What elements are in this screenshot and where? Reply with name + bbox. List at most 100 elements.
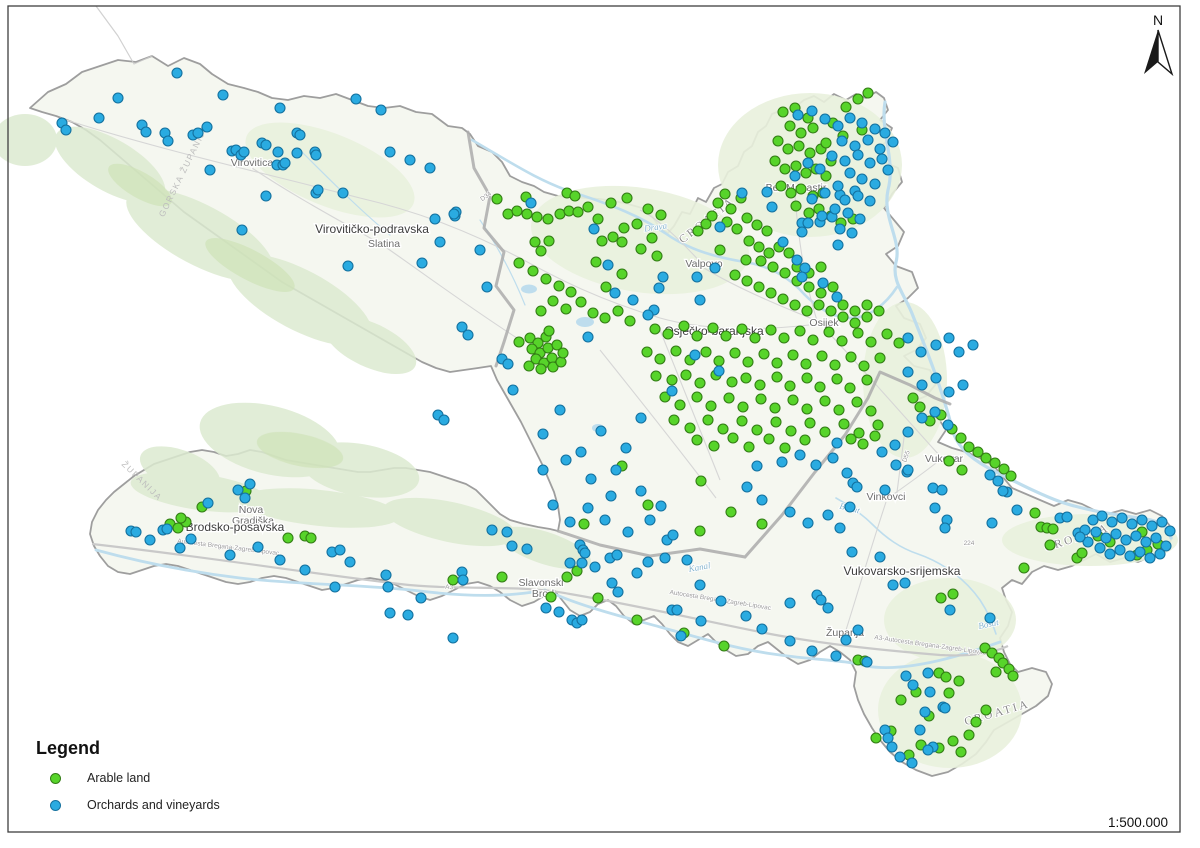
arable-land-point: [691, 391, 703, 403]
arable-land-point: [998, 463, 1010, 475]
orchards-vineyards-point: [642, 309, 654, 321]
orchards-vineyards-point: [1094, 542, 1106, 554]
arable-land-point: [543, 325, 555, 337]
orchards-vineyards-point: [827, 452, 839, 464]
arable-land-point: [521, 208, 533, 220]
arable-land-point: [1044, 539, 1056, 551]
orchards-vineyards-point: [1160, 540, 1172, 552]
county-borders-layer: [95, 5, 952, 559]
arable-land-point: [706, 210, 718, 222]
orchards-vineyards-point: [986, 517, 998, 529]
orchards-vineyards-point: [447, 632, 459, 644]
arable-land-point: [784, 120, 796, 132]
orchards-vineyards-point: [715, 595, 727, 607]
orchards-vineyards-point: [174, 542, 186, 554]
orchards-vineyards-point: [784, 597, 796, 609]
arable-land-point: [670, 345, 682, 357]
arable-land-point: [861, 311, 873, 323]
region-base-layer: [0, 55, 1178, 777]
arable-land-point: [496, 571, 508, 583]
orchards-vineyards-point: [609, 287, 621, 299]
orchards-vineyards-point: [384, 146, 396, 158]
orchards-vineyards-point: [274, 102, 286, 114]
orchards-vineyards-point: [879, 484, 891, 496]
arable-land-point: [587, 307, 599, 319]
orchards-vineyards-point: [204, 164, 216, 176]
arable-land-point: [535, 363, 547, 375]
arable-land-point: [736, 323, 748, 335]
orchards-vineyards-point: [817, 277, 829, 289]
orchards-vineyards-point: [1096, 510, 1108, 522]
arable-land-point: [545, 591, 557, 603]
orchards-vineyards-point: [1130, 530, 1142, 542]
orchards-vineyards-point: [852, 190, 864, 202]
arable-land-point: [785, 425, 797, 437]
orchards-vineyards-point: [894, 751, 906, 763]
map-label: Kanal: [687, 560, 712, 574]
arable-land-point: [561, 571, 573, 583]
arable-land-point: [873, 305, 885, 317]
arable-land-point: [282, 532, 294, 544]
legend-item: Orchards and vineyards: [36, 798, 220, 812]
orchards-vineyards-point: [944, 604, 956, 616]
orchards-vineyards-point: [852, 149, 864, 161]
arable-land-point: [779, 163, 791, 175]
orchards-vineyards-point: [564, 516, 576, 528]
arable-land-point: [751, 424, 763, 436]
arable-land-point: [700, 218, 712, 230]
arable-land-point: [749, 332, 761, 344]
arable-land-point: [755, 393, 767, 405]
arable-land-point: [651, 250, 663, 262]
bosut-river: [835, 497, 997, 635]
arable-land-point: [815, 261, 827, 273]
arable-land-point: [770, 416, 782, 428]
orchards-vineyards-point: [657, 271, 669, 283]
orchards-vineyards-point: [342, 260, 354, 272]
orchards-vineyards-point: [1146, 520, 1158, 532]
relief-dark-layer: [108, 163, 344, 469]
arable-land-point: [755, 255, 767, 267]
arable-land-point: [540, 273, 552, 285]
arable-land-point: [731, 223, 743, 235]
orchards-vineyards-point: [350, 93, 362, 105]
arable-land-point: [972, 446, 984, 458]
arable-land-point: [563, 205, 575, 217]
orchards-vineyards-point: [611, 549, 623, 561]
orchards-vineyards-point: [1164, 525, 1176, 537]
arable-land-point: [837, 299, 849, 311]
arable-land-point: [861, 374, 873, 386]
arable-land-point: [741, 275, 753, 287]
north-arrow-icon: [1144, 29, 1174, 77]
arable-land-point: [790, 200, 802, 212]
orchards-vineyards-point: [185, 533, 197, 545]
orchards-vineyards-point: [902, 426, 914, 438]
arable-land-point: [765, 324, 777, 336]
arable-land-point: [531, 211, 543, 223]
arable-land-point: [616, 236, 628, 248]
arable-land-point: [635, 243, 647, 255]
arable-land-point: [569, 190, 581, 202]
orchards-vineyards-point: [602, 259, 614, 271]
border-osjecka-vukovarska: [743, 370, 952, 559]
orchards-vineyards-point: [224, 549, 236, 561]
arable-land-point: [547, 361, 559, 373]
arable-land-point: [849, 305, 861, 317]
map-frame: [7, 5, 1181, 833]
orchards-vineyards-point: [502, 358, 514, 370]
arable-land-point: [723, 392, 735, 404]
orchards-vineyards-point: [329, 581, 341, 593]
arable-land-point: [650, 370, 662, 382]
arable-land-point: [524, 332, 536, 344]
orchards-vineyards-point: [907, 679, 919, 691]
orchards-vineyards-point: [856, 117, 868, 129]
orchards-vineyards-point: [635, 485, 647, 497]
arable-land-point: [607, 231, 619, 243]
arable-land-point: [837, 311, 849, 323]
arable-land-point: [851, 396, 863, 408]
orchards-vineyards-point: [864, 195, 876, 207]
arable-land-point: [599, 312, 611, 324]
orchards-vineyards-point: [380, 569, 392, 581]
orchards-vineyards-point: [642, 556, 654, 568]
arable-land-point: [804, 417, 816, 429]
orchards-vineyards-point: [1074, 531, 1086, 543]
